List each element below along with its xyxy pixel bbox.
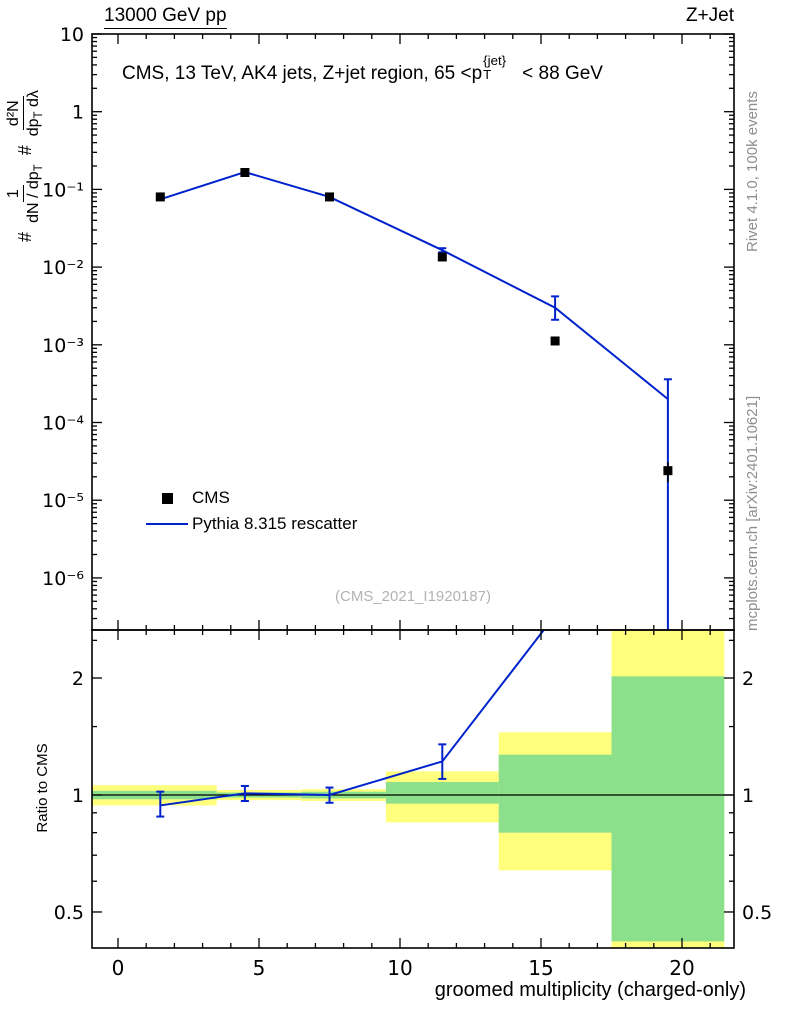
svg-text:10: 10 bbox=[387, 956, 412, 980]
fraction-d2n: d²N dpT dλ bbox=[4, 90, 46, 137]
svg-text:15: 15 bbox=[528, 956, 553, 980]
svg-text:10⁻⁶: 10⁻⁶ bbox=[42, 568, 84, 590]
axes-frame bbox=[91, 33, 735, 949]
x-axis-label: groomed multiplicity (charged-only) bbox=[434, 979, 746, 1001]
svg-text:0: 0 bbox=[112, 956, 125, 980]
pt-subscript: T bbox=[483, 67, 492, 83]
svg-text:1: 1 bbox=[742, 785, 754, 807]
svg-text:0.5: 0.5 bbox=[742, 902, 772, 924]
ratio-mc-series bbox=[156, 630, 546, 818]
svg-text:5: 5 bbox=[253, 956, 266, 980]
svg-text:1: 1 bbox=[72, 102, 84, 124]
plot-title-suffix: < 88 GeV bbox=[522, 63, 603, 84]
fraction-one-over-norm: 1 dN / dpT bbox=[4, 164, 46, 223]
svg-text:10⁻²: 10⁻² bbox=[42, 257, 84, 279]
pythia-line-icon bbox=[142, 523, 192, 525]
hash-symbol: # bbox=[15, 231, 36, 242]
ratio-uncertainty-bands bbox=[92, 630, 725, 948]
legend-item-cms: CMS bbox=[142, 488, 357, 508]
mcplots-reference-text: mcplots.cern.ch [arXiv:2401.10621] bbox=[744, 395, 761, 631]
svg-text:2: 2 bbox=[72, 668, 84, 690]
tick-labels: 10 1 10⁻¹ 10⁻² 10⁻³ 10⁻⁴ 10⁻⁵ 10⁻⁶ 2 2 1 1 0.5 0.5 0 5 1… bbox=[42, 24, 772, 980]
legend: CMS Pythia 8.315 rescatter bbox=[142, 488, 357, 534]
rivet-version-text: Rivet 4.1.0, 100k events bbox=[744, 91, 761, 252]
legend-label-cms: CMS bbox=[192, 488, 230, 507]
mc-series bbox=[159, 171, 672, 630]
svg-text:10⁻³: 10⁻³ bbox=[42, 335, 84, 357]
pt-superscript: {jet} bbox=[483, 52, 507, 68]
svg-text:10⁻¹: 10⁻¹ bbox=[42, 179, 84, 201]
data-series bbox=[155, 168, 673, 483]
plot-title: CMS, 13 TeV, AK4 jets, Z+jet region, 65 … bbox=[122, 53, 603, 85]
axis-ticks bbox=[92, 33, 734, 948]
svg-text:20: 20 bbox=[669, 956, 694, 980]
y-axis-label: # 1 dN / dpT # d²N dpT dλ bbox=[4, 34, 47, 296]
process-title: Z+Jet bbox=[685, 5, 734, 26]
svg-text:10: 10 bbox=[60, 24, 84, 46]
svg-text:2: 2 bbox=[742, 668, 754, 690]
legend-item-pythia: Pythia 8.315 rescatter bbox=[142, 514, 357, 534]
svg-text:1: 1 bbox=[72, 785, 84, 807]
cms-marker-icon bbox=[142, 492, 192, 504]
svg-text:0.5: 0.5 bbox=[54, 902, 84, 924]
beam-energy-title: 13000 GeV pp bbox=[104, 5, 227, 29]
pt-jet-symbol: {jet} T bbox=[482, 53, 522, 83]
svg-text:10⁻⁵: 10⁻⁵ bbox=[42, 490, 84, 512]
analysis-watermark: (CMS_2021_I1920187) bbox=[335, 588, 491, 605]
plot-title-prefix: CMS, 13 TeV, AK4 jets, Z+jet region, 65 … bbox=[122, 63, 483, 84]
hash-symbol: # bbox=[15, 145, 36, 156]
svg-text:10⁻⁴: 10⁻⁴ bbox=[42, 413, 84, 435]
ratio-y-axis-label: Ratio to CMS bbox=[34, 743, 51, 833]
legend-label-pythia: Pythia 8.315 rescatter bbox=[192, 514, 358, 533]
